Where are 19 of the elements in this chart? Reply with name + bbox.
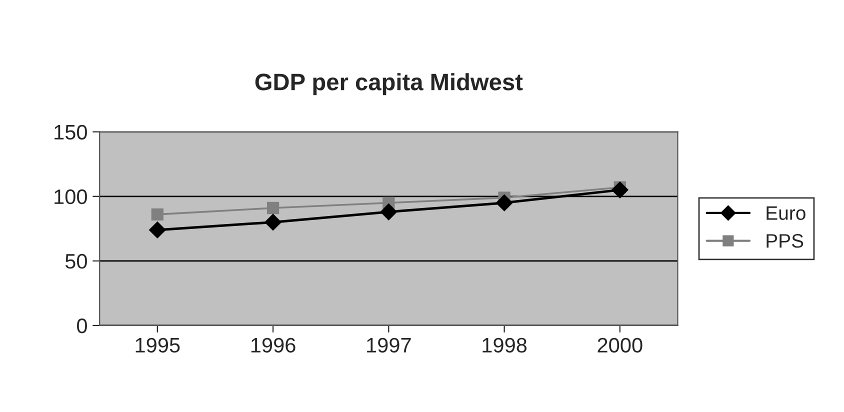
y-tick-label: 50 xyxy=(65,254,87,269)
x-tick-label: 1996 xyxy=(251,338,296,353)
point xyxy=(612,182,628,198)
point xyxy=(496,194,513,212)
legend-label: PPS xyxy=(766,234,804,248)
legend-label: Euro xyxy=(766,206,806,220)
x-tick-label: 1998 xyxy=(482,338,527,353)
x-tick-label: 1995 xyxy=(136,338,180,353)
point xyxy=(380,204,398,220)
point xyxy=(149,222,166,238)
x-tick-label: 1997 xyxy=(367,338,411,353)
y-tick-label: 0 xyxy=(77,318,87,334)
point xyxy=(151,208,164,221)
point xyxy=(266,202,280,214)
chart-title: GDP per capita Midwest xyxy=(255,73,523,96)
y-tick-label: 150 xyxy=(54,124,87,140)
point xyxy=(264,214,282,231)
x-tick-label: 2000 xyxy=(598,338,642,353)
y-tick-label: 100 xyxy=(54,189,87,204)
